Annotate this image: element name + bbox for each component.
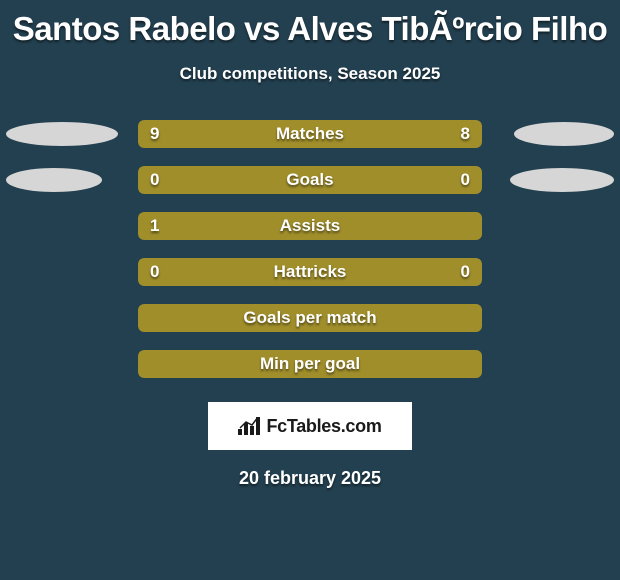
- stat-value-left: 0: [150, 258, 159, 286]
- stat-bar: Goals: [138, 166, 482, 194]
- page-title: Santos Rabelo vs Alves TibÃºrcio Filho: [0, 0, 620, 48]
- stat-value-left: 0: [150, 166, 159, 194]
- player-marker-left: [6, 168, 102, 192]
- stat-bar: Hattricks: [138, 258, 482, 286]
- stat-value-right: 0: [461, 166, 470, 194]
- stat-row: Assists1: [0, 212, 620, 240]
- stat-bar-right-fill: [310, 166, 482, 194]
- stat-bar-left-fill: [138, 212, 482, 240]
- stat-bar-left-fill: [138, 120, 320, 148]
- stat-bar-left-fill: [138, 166, 310, 194]
- player-marker-left: [6, 122, 118, 146]
- stat-bar: Matches: [138, 120, 482, 148]
- stat-bar-right-fill: [320, 120, 482, 148]
- stat-row: Goals0 0: [0, 166, 620, 194]
- stat-bar-left-fill: [138, 350, 482, 378]
- player-marker-right: [514, 122, 614, 146]
- logo-text: FcTables.com: [266, 416, 381, 437]
- stat-bar-left-fill: [138, 304, 482, 332]
- stat-bar: Min per goal: [138, 350, 482, 378]
- stat-row: Min per goal: [0, 350, 620, 378]
- fctables-logo-icon: [238, 417, 260, 435]
- stat-bar: Assists: [138, 212, 482, 240]
- stat-value-right: 0: [461, 258, 470, 286]
- stat-value-left: 9: [150, 120, 159, 148]
- player-marker-right: [510, 168, 614, 192]
- stat-bar-left-fill: [138, 258, 310, 286]
- stats-rows: Matches98Goals00Assists1Hattricks00Goals…: [0, 120, 620, 378]
- page-subtitle: Club competitions, Season 2025: [0, 64, 620, 84]
- stat-value-right: 8: [461, 120, 470, 148]
- stat-row: Matches9 8: [0, 120, 620, 148]
- stat-bar-right-fill: [310, 258, 482, 286]
- stat-value-left: 1: [150, 212, 159, 240]
- stat-row: Hattricks0 0: [0, 258, 620, 286]
- stat-row: Goals per match: [0, 304, 620, 332]
- footer-date: 20 february 2025: [0, 468, 620, 489]
- logo-box: FcTables.com: [208, 402, 412, 450]
- stat-bar: Goals per match: [138, 304, 482, 332]
